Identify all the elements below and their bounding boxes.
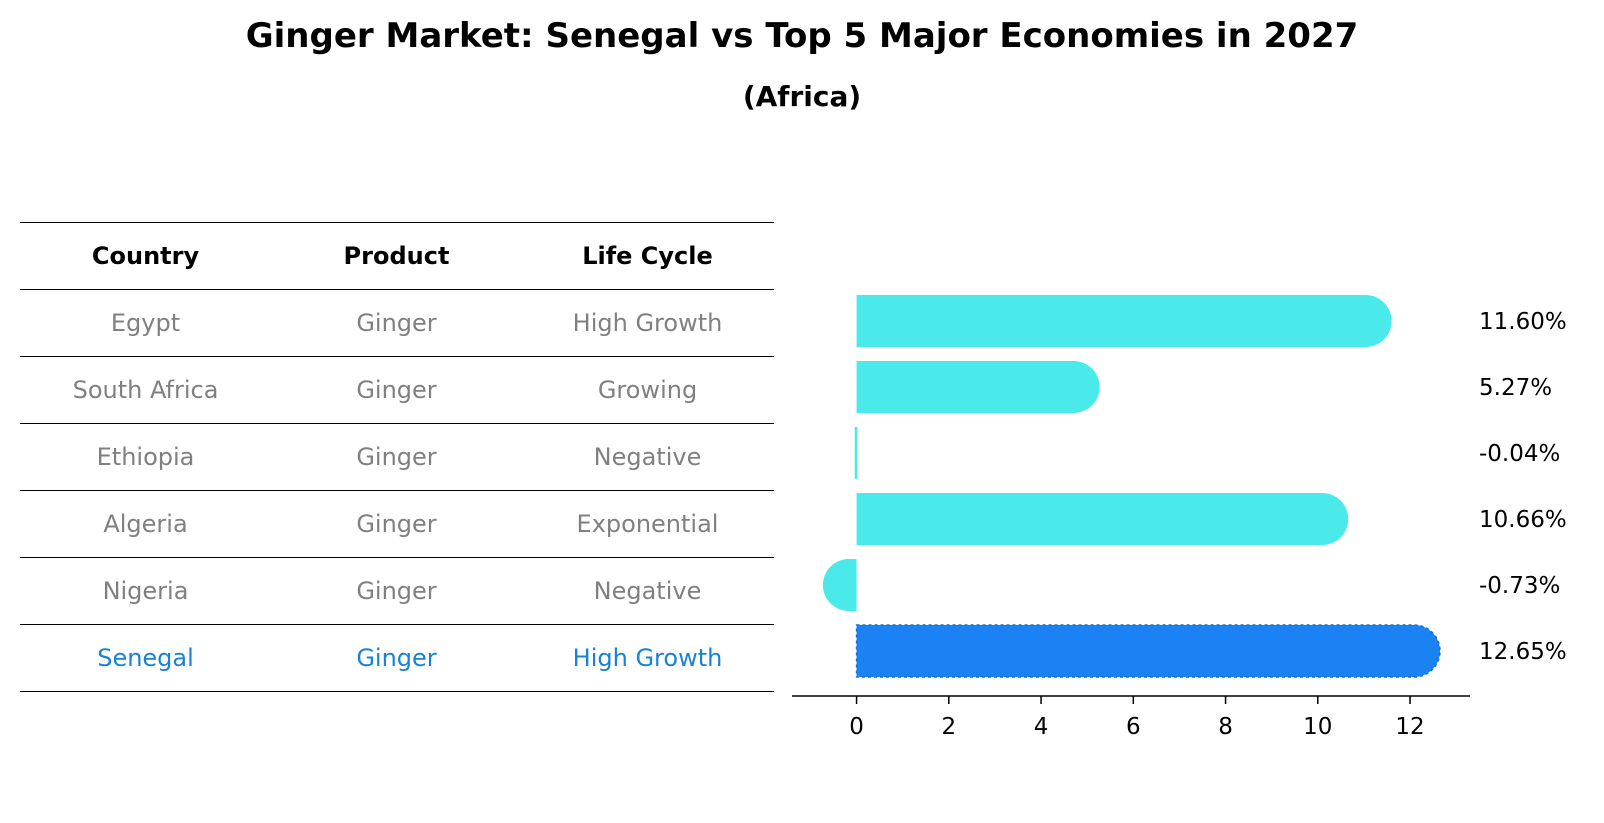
- value-label: -0.73%: [1479, 573, 1560, 599]
- table-row: Ethiopia Ginger Negative: [20, 423, 774, 490]
- cell-product: Ginger: [356, 644, 437, 672]
- value-label: 12.65%: [1479, 639, 1567, 665]
- chart-title: Ginger Market: Senegal vs Top 5 Major Ec…: [245, 16, 1359, 56]
- cell-life-cycle: Negative: [593, 443, 702, 471]
- cell-country: South Africa: [72, 376, 219, 404]
- x-tick-label: 4: [1034, 714, 1049, 740]
- cell-life-cycle: Exponential: [576, 510, 719, 538]
- bar-ethiopia: [854, 427, 858, 479]
- bar-south-africa: [856, 361, 1100, 413]
- cell-country: Nigeria: [102, 577, 189, 605]
- bar-egypt: [856, 295, 1392, 347]
- table-row: Nigeria Ginger Negative: [20, 557, 774, 624]
- table-row-highlighted: Senegal Ginger High Growth: [20, 624, 774, 692]
- header-country: Country: [91, 242, 200, 270]
- cell-product: Ginger: [356, 577, 437, 605]
- value-label: 11.60%: [1479, 309, 1567, 335]
- table-header-row: Country Product Life Cycle: [20, 222, 774, 289]
- bar-group: [822, 295, 1441, 678]
- x-tick-label: 0: [849, 714, 864, 740]
- cell-product: Ginger: [356, 443, 437, 471]
- x-tick-label: 8: [1218, 714, 1233, 740]
- cell-product: Ginger: [356, 510, 437, 538]
- x-axis-ticks: 0 2 4 6 8 10 12: [849, 696, 1425, 740]
- cell-country: Senegal: [97, 644, 194, 672]
- cell-country: Ethiopia: [96, 443, 195, 471]
- cell-product: Ginger: [356, 376, 437, 404]
- cell-life-cycle: High Growth: [572, 309, 723, 337]
- bar-algeria: [856, 493, 1349, 545]
- value-label: 5.27%: [1479, 375, 1552, 401]
- cell-life-cycle: Negative: [593, 577, 702, 605]
- cell-country: Algeria: [103, 510, 188, 538]
- bar-senegal: [855, 624, 1441, 678]
- value-label: -0.04%: [1479, 441, 1560, 467]
- cell-country: Egypt: [110, 309, 181, 337]
- table-row: Algeria Ginger Exponential: [20, 490, 774, 557]
- x-tick-label: 2: [941, 714, 956, 740]
- bar-nigeria: [822, 559, 857, 611]
- x-tick-label: 10: [1303, 714, 1332, 740]
- table-row: Egypt Ginger High Growth: [20, 289, 774, 356]
- x-tick-label: 6: [1126, 714, 1141, 740]
- cell-life-cycle: High Growth: [572, 644, 723, 672]
- header-product: Product: [343, 242, 450, 270]
- value-labels: 11.60% 5.27% -0.04% 10.66% -0.73% 12.65%: [1479, 309, 1567, 665]
- value-label: 10.66%: [1479, 507, 1567, 533]
- comparison-table: Country Product Life Cycle Egypt Ginger …: [20, 222, 774, 692]
- table-row: South Africa Ginger Growing: [20, 356, 774, 423]
- cell-product: Ginger: [356, 309, 437, 337]
- x-tick-label: 12: [1395, 714, 1424, 740]
- cell-life-cycle: Growing: [597, 376, 698, 404]
- header-life-cycle: Life Cycle: [582, 242, 713, 270]
- chart-subtitle: (Africa): [742, 80, 862, 113]
